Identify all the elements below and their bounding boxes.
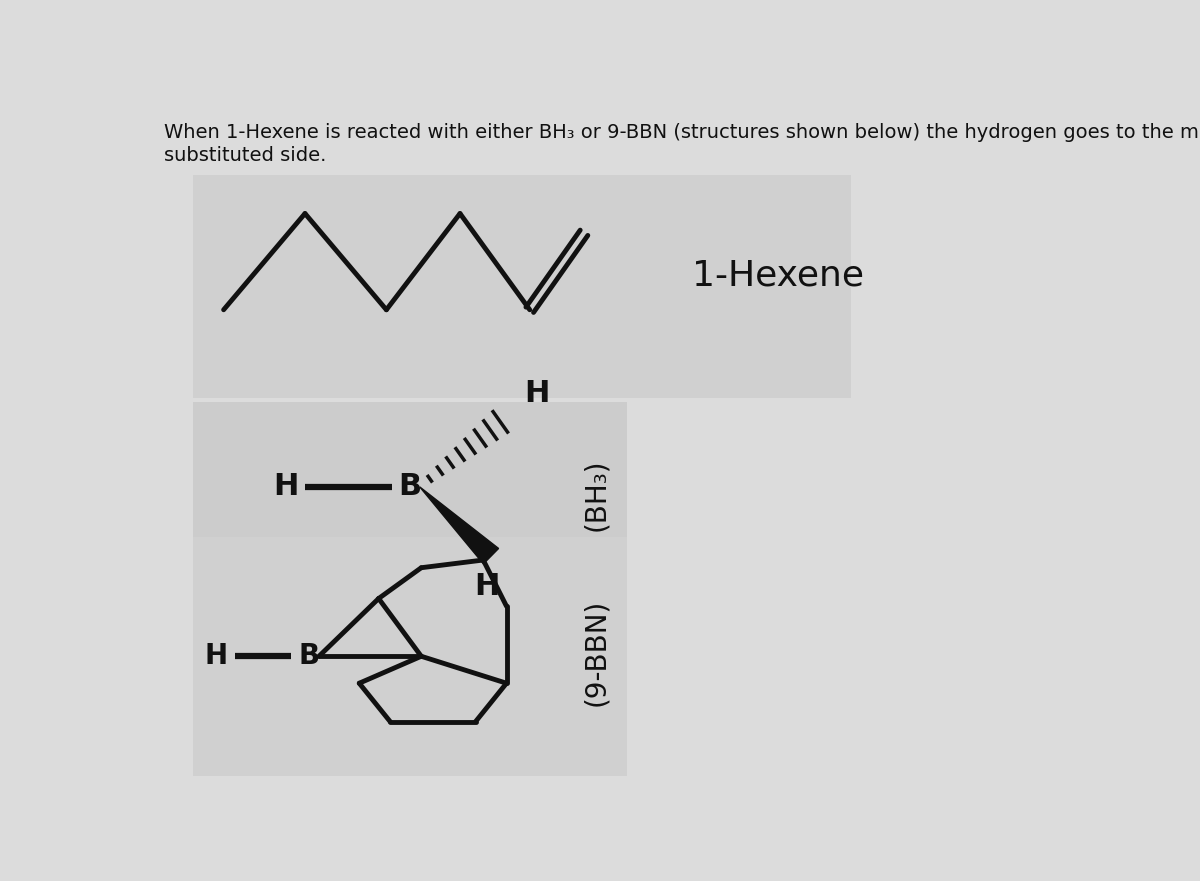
Text: (9-BBN): (9-BBN) — [582, 599, 610, 706]
Text: When 1-Hexene is reacted with either BH₃ or 9-BBN (structures shown below) the h: When 1-Hexene is reacted with either BH₃… — [164, 122, 1200, 142]
Text: B: B — [398, 472, 421, 501]
Text: H: H — [204, 642, 228, 670]
Bar — [193, 175, 851, 398]
Bar — [193, 537, 626, 775]
Text: (BH₃): (BH₃) — [582, 458, 610, 531]
Text: B: B — [299, 642, 319, 670]
Text: H: H — [524, 379, 550, 408]
Text: H: H — [474, 572, 500, 601]
Polygon shape — [420, 487, 498, 564]
Text: H: H — [272, 472, 299, 501]
Bar — [193, 402, 626, 587]
Text: 1-Hexene: 1-Hexene — [692, 258, 864, 292]
Text: substituted side.: substituted side. — [164, 145, 326, 165]
